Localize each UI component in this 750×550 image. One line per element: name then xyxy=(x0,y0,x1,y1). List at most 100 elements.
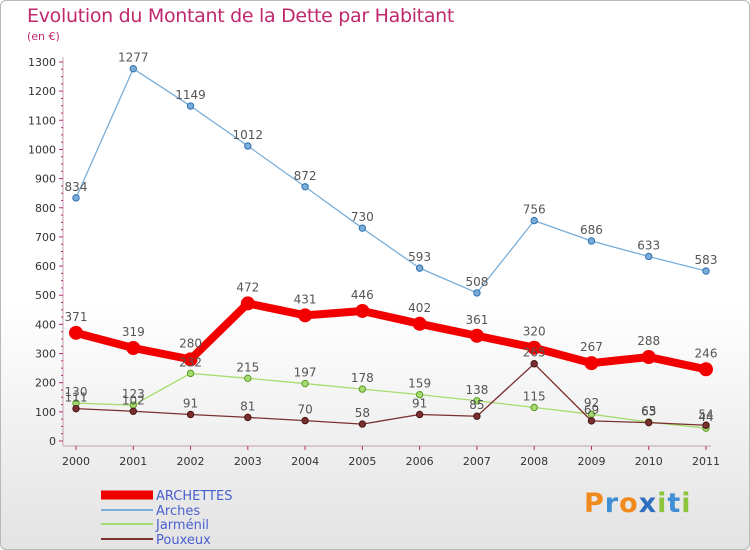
series-line-3 xyxy=(75,363,707,426)
data-point xyxy=(473,412,481,420)
y-tick-label: 100 xyxy=(35,406,56,419)
data-label: 115 xyxy=(523,389,546,403)
x-tick-label: 2001 xyxy=(119,455,147,468)
data-point xyxy=(702,267,710,275)
chart-subtitle: (en €) xyxy=(27,30,60,43)
data-label: 265 xyxy=(523,346,546,360)
y-tick-label: 500 xyxy=(35,289,56,302)
data-label: 686 xyxy=(580,223,603,237)
data-label: 91 xyxy=(412,396,427,410)
data-point xyxy=(699,362,713,377)
data-point xyxy=(645,252,653,261)
data-label: 85 xyxy=(469,398,484,412)
chart-title: Evolution du Montant de la Dette par Hab… xyxy=(27,5,455,27)
data-label: 232 xyxy=(179,355,202,369)
data-point xyxy=(358,420,367,428)
y-tick-label: 1100 xyxy=(28,114,56,127)
y-tick-label: 600 xyxy=(35,260,56,273)
y-tick-label: 200 xyxy=(35,377,56,390)
x-tick-label: 2011 xyxy=(692,455,720,468)
data-label: 633 xyxy=(637,238,660,252)
proxiti-logo: Proxiti xyxy=(584,488,692,519)
data-point xyxy=(186,410,195,419)
data-point xyxy=(587,417,596,425)
data-point xyxy=(530,360,538,368)
data-point xyxy=(358,224,367,232)
data-label: 92 xyxy=(584,396,599,410)
data-point xyxy=(301,416,309,425)
data-label: 197 xyxy=(294,366,317,380)
data-label: 65 xyxy=(641,404,656,418)
data-point xyxy=(641,350,656,365)
data-label: 280 xyxy=(179,336,202,350)
data-label: 1277 xyxy=(118,51,149,65)
logo-letter: i xyxy=(681,488,692,519)
data-point xyxy=(530,403,538,412)
x-tick-label: 2008 xyxy=(520,455,548,468)
data-point xyxy=(301,183,309,191)
y-tick-label: 0 xyxy=(49,435,56,448)
data-point xyxy=(587,237,596,245)
legend-label: ARCHETTES xyxy=(156,489,232,504)
data-point xyxy=(72,194,80,202)
x-tick-label: 2004 xyxy=(291,455,319,468)
x-tick-label: 2010 xyxy=(635,455,663,468)
data-label: 215 xyxy=(236,360,259,374)
data-point xyxy=(469,328,484,343)
x-tick-label: 2006 xyxy=(406,455,434,468)
y-tick-label: 800 xyxy=(35,202,56,215)
data-label: 81 xyxy=(240,399,255,413)
data-label: 1012 xyxy=(233,128,264,142)
data-label: 431 xyxy=(294,292,317,306)
data-label: 402 xyxy=(408,301,431,315)
logo-letter: x xyxy=(638,488,658,519)
data-label: 102 xyxy=(122,393,145,407)
x-tick-label: 2002 xyxy=(177,455,205,468)
logo-letter: P xyxy=(584,488,605,519)
data-point xyxy=(415,264,424,272)
series-line-0 xyxy=(74,299,707,374)
data-point xyxy=(527,340,542,355)
y-tick-label: 1200 xyxy=(28,85,56,98)
data-label: 1149 xyxy=(175,88,206,102)
data-point xyxy=(415,390,424,399)
data-point xyxy=(69,325,83,340)
data-label: 361 xyxy=(465,313,488,327)
y-tick-label: 700 xyxy=(35,231,56,244)
x-tick-label: 2003 xyxy=(234,455,262,468)
logo-letter: t xyxy=(667,488,682,519)
data-label: 70 xyxy=(297,403,312,417)
data-point xyxy=(473,289,481,297)
data-point xyxy=(186,369,195,378)
data-label: 246 xyxy=(695,346,718,360)
data-label: 159 xyxy=(408,377,431,391)
data-point xyxy=(244,413,252,422)
series-line-2 xyxy=(75,372,707,429)
legend-label: Jarménil xyxy=(155,518,209,533)
series-line-1 xyxy=(75,68,707,294)
data-point xyxy=(415,410,424,419)
data-label: 834 xyxy=(65,180,88,194)
data-label: 111 xyxy=(65,391,88,405)
legend-label: Arches xyxy=(156,504,200,519)
x-tick-label: 2000 xyxy=(62,455,90,468)
data-label: 91 xyxy=(183,396,198,410)
data-label: 54 xyxy=(698,407,713,421)
legend-label: Pouxeux xyxy=(156,533,211,548)
data-label: 123 xyxy=(122,387,145,401)
data-point xyxy=(129,65,137,73)
data-label: 756 xyxy=(523,203,546,217)
data-label: 138 xyxy=(465,383,488,397)
data-label: 63 xyxy=(641,405,656,419)
y-tick-label: 1000 xyxy=(28,143,56,156)
data-point xyxy=(240,296,255,311)
data-label: 446 xyxy=(351,288,374,302)
data-label: 267 xyxy=(580,340,603,354)
logo-letter: i xyxy=(657,488,668,519)
data-point xyxy=(301,379,309,388)
data-label: 508 xyxy=(465,275,488,289)
logo-letter: o xyxy=(619,488,639,519)
data-label: 730 xyxy=(351,210,374,224)
data-label: 69 xyxy=(584,403,599,417)
data-point xyxy=(412,316,427,331)
